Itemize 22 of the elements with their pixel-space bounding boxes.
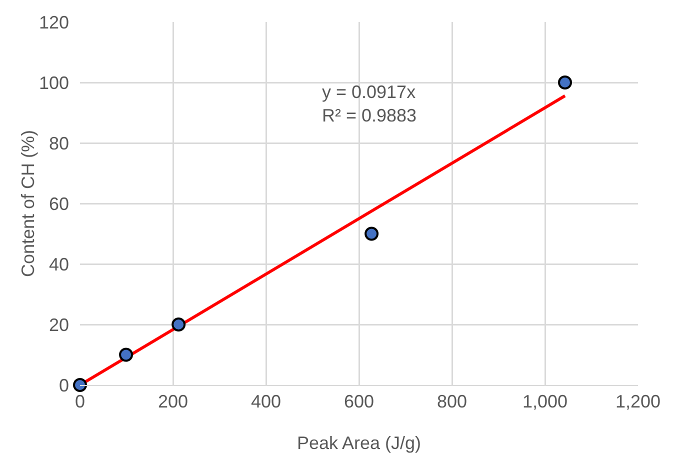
point — [172, 318, 186, 332]
x-tick-label: 800 — [436, 392, 468, 412]
y-tick-label: 60 — [48, 194, 69, 214]
x-tick-label: 600 — [344, 392, 374, 412]
annotation: y = 0.0917x R² = 0.9883 — [322, 82, 417, 126]
point — [119, 348, 134, 362]
x-tick-label: 400 — [250, 392, 282, 412]
x-tick-label: 1,200 — [615, 392, 661, 412]
point — [558, 76, 572, 90]
y-axis-title: Content of CH (%) — [18, 130, 38, 278]
y-tick-label: 0 — [58, 375, 69, 396]
point — [364, 226, 379, 241]
x-axis-title: Peak Area (J/g) — [296, 433, 422, 453]
y-tick-label: 100 — [38, 72, 69, 93]
point — [73, 378, 87, 392]
y-tick-label: 80 — [48, 133, 69, 154]
y-tick-label: 40 — [48, 254, 69, 274]
x-tick-label: 1,000 — [522, 392, 568, 412]
y-tick-label: 120 — [38, 12, 69, 32]
x-tick-label: 0 — [74, 392, 86, 412]
y-tick-label: 20 — [48, 314, 69, 335]
x-tick-label: 200 — [158, 392, 188, 412]
